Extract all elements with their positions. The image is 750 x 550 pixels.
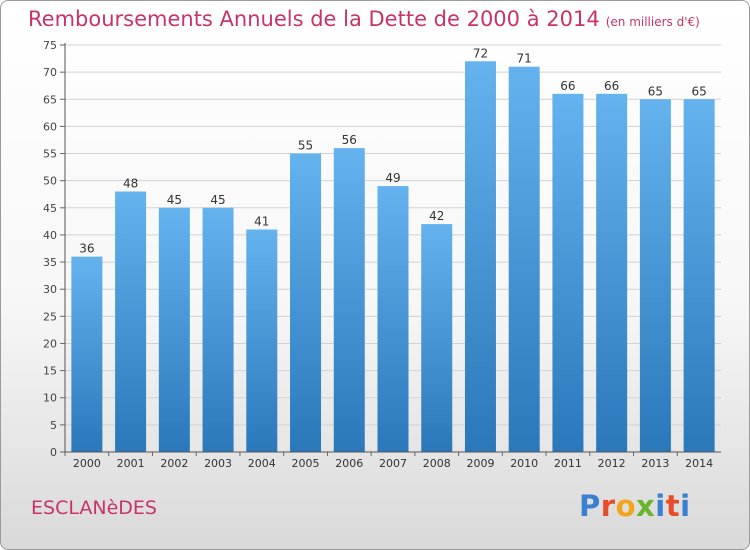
proxiti-logo: Proxiti bbox=[579, 489, 691, 523]
bar-value-label: 65 bbox=[648, 84, 663, 98]
x-tick-label: 2002 bbox=[160, 457, 188, 470]
bar bbox=[71, 256, 103, 452]
bar-value-label: 45 bbox=[167, 193, 182, 207]
bar-value-label: 49 bbox=[385, 171, 400, 185]
x-tick-label: 2005 bbox=[292, 457, 320, 470]
title-text: Remboursements Annuels de la Dette de 20… bbox=[28, 7, 600, 31]
x-tick-label: 2001 bbox=[117, 457, 145, 470]
unit-label: (en milliers d'€) bbox=[605, 15, 700, 29]
bar-value-label: 56 bbox=[342, 133, 357, 147]
bar bbox=[115, 191, 147, 452]
y-tick-label: 45 bbox=[43, 202, 57, 215]
logo-letter: o bbox=[615, 489, 637, 523]
bar-value-label: 36 bbox=[79, 242, 94, 256]
bar-value-label: 41 bbox=[254, 215, 269, 229]
logo-letter: t bbox=[665, 489, 681, 523]
bar-value-label: 66 bbox=[560, 79, 575, 93]
y-tick-label: 60 bbox=[43, 120, 57, 133]
bar bbox=[333, 148, 365, 452]
bar bbox=[158, 207, 190, 452]
x-tick-label: 2003 bbox=[204, 457, 232, 470]
x-tick-label: 2012 bbox=[598, 457, 626, 470]
bar-value-label: 45 bbox=[210, 193, 225, 207]
y-tick-label: 15 bbox=[43, 365, 57, 378]
y-tick-label: 70 bbox=[43, 66, 57, 79]
bar bbox=[596, 93, 628, 452]
y-tick-label: 75 bbox=[43, 39, 57, 52]
x-tick-label: 2013 bbox=[641, 457, 669, 470]
logo-letter: P bbox=[579, 489, 601, 523]
bar bbox=[202, 207, 234, 452]
commune-name: ESCLANèDES bbox=[31, 497, 157, 519]
x-tick-label: 2008 bbox=[423, 457, 451, 470]
bar-value-label: 71 bbox=[517, 52, 532, 66]
x-tick-label: 2000 bbox=[73, 457, 101, 470]
bar bbox=[464, 61, 496, 452]
x-tick-label: 2004 bbox=[248, 457, 276, 470]
x-tick-label: 2010 bbox=[510, 457, 538, 470]
y-tick-label: 55 bbox=[43, 148, 57, 161]
bar bbox=[246, 229, 278, 452]
chart-title: Remboursements Annuels de la Dette de 20… bbox=[28, 7, 700, 31]
x-tick-label: 2011 bbox=[554, 457, 582, 470]
bar-value-label: 55 bbox=[298, 139, 313, 153]
x-tick-label: 2007 bbox=[379, 457, 407, 470]
bar bbox=[639, 99, 671, 453]
bar bbox=[508, 66, 540, 452]
bar-value-label: 48 bbox=[123, 177, 138, 191]
bar bbox=[683, 99, 715, 453]
y-tick-label: 25 bbox=[43, 310, 57, 323]
bar bbox=[421, 224, 453, 452]
bar-value-label: 42 bbox=[429, 209, 444, 223]
bar-value-label: 65 bbox=[691, 84, 706, 98]
y-tick-label: 65 bbox=[43, 93, 57, 106]
x-tick-label: 2014 bbox=[685, 457, 713, 470]
logo-letter: x bbox=[636, 489, 656, 523]
bar bbox=[377, 186, 409, 453]
logo-letter: r bbox=[600, 489, 616, 523]
y-tick-label: 30 bbox=[43, 283, 57, 296]
y-tick-label: 20 bbox=[43, 337, 57, 350]
bar-value-label: 66 bbox=[604, 79, 619, 93]
y-tick-label: 50 bbox=[43, 175, 57, 188]
y-tick-label: 35 bbox=[43, 256, 57, 269]
logo-letter: i bbox=[680, 489, 691, 523]
bar bbox=[552, 93, 584, 452]
logo-letter: i bbox=[655, 489, 666, 523]
bar bbox=[290, 153, 322, 453]
y-tick-label: 40 bbox=[43, 229, 57, 242]
x-tick-label: 2006 bbox=[335, 457, 363, 470]
y-tick-label: 5 bbox=[50, 419, 57, 432]
bar-value-label: 72 bbox=[473, 46, 488, 60]
y-tick-label: 0 bbox=[50, 446, 57, 459]
x-tick-label: 2009 bbox=[466, 457, 494, 470]
y-tick-label: 10 bbox=[43, 392, 57, 405]
